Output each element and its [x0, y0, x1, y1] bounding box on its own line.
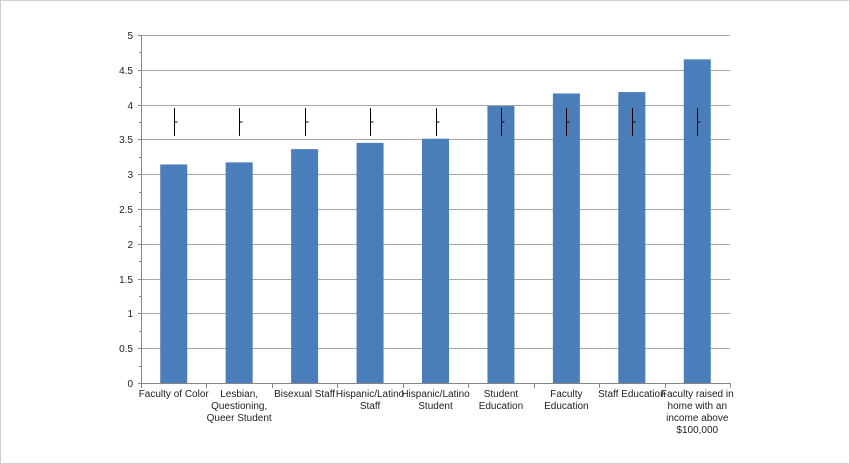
bar	[225, 162, 253, 383]
x-tick-label: Faculty Education	[544, 389, 588, 412]
y-tick-label: 3.5	[119, 135, 133, 146]
bar	[291, 149, 319, 383]
x-tick-label: Staff Education	[598, 389, 666, 400]
x-tick-label: Lesbian, Questioning, Queer Student	[207, 389, 272, 424]
y-tick-label: 1	[127, 309, 133, 320]
bar	[552, 93, 580, 384]
bar	[683, 59, 711, 384]
x-tick-label: Hispanic/Latino Student	[401, 389, 470, 412]
y-tick-label: 5	[127, 31, 133, 42]
y-tick-label: 0	[127, 379, 133, 390]
bar	[618, 92, 646, 384]
bar	[356, 142, 384, 383]
x-tick-label: Faculty of Color	[139, 389, 210, 400]
y-tick-label: 1.5	[119, 275, 133, 286]
bar	[422, 138, 449, 383]
bar	[487, 105, 515, 383]
x-tick-label: Hispanic/Latino Staff	[336, 389, 405, 412]
x-tick-label: Bisexual Staff	[274, 389, 335, 400]
y-tick-label: 4	[127, 101, 133, 112]
bar	[160, 164, 188, 383]
x-tick-label: Student Education	[479, 389, 523, 412]
y-tick-label: 3	[127, 170, 133, 181]
y-tick-label: 2	[127, 240, 133, 251]
y-tick-label: 0.5	[119, 344, 133, 355]
y-tick-label: 2.5	[119, 205, 133, 216]
y-tick-label: 4.5	[119, 66, 133, 77]
x-tick-label: Faculty raised in home with an income abov…	[661, 389, 734, 436]
